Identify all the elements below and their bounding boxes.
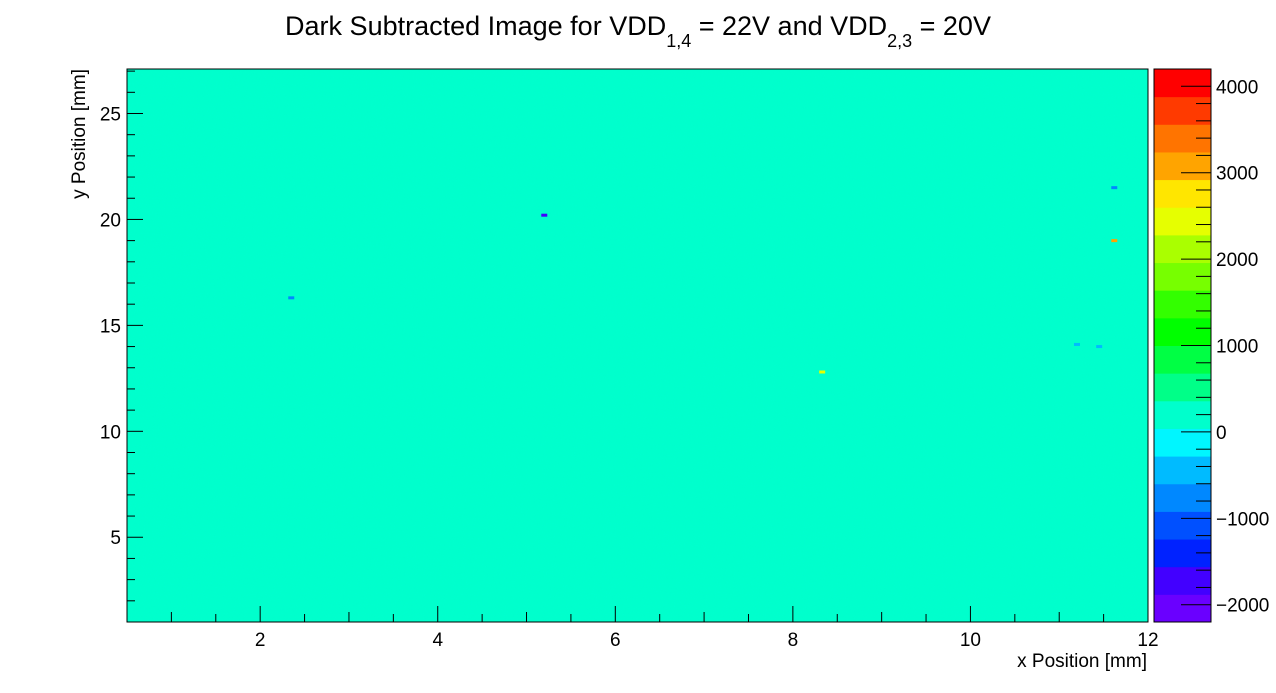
- colorbar-band: [1154, 152, 1211, 180]
- x-tick-label: 2: [255, 630, 266, 651]
- chart-title: Dark Subtracted Image for VDD1,4 = 22V a…: [285, 11, 991, 51]
- x-tick-label: 8: [788, 630, 799, 651]
- colorbar: −2000 −1000 0 1000 2000 3000 4000: [1154, 69, 1269, 623]
- x-tick-label: 12: [1137, 630, 1158, 651]
- hotspot-0: [541, 214, 547, 217]
- colorbar-band: [1154, 290, 1211, 318]
- colorbar-tick-label: −1000: [1216, 509, 1269, 530]
- colorbar-tick-label: −2000: [1216, 596, 1269, 617]
- colorbar-band: [1154, 428, 1211, 456]
- colorbar-tick-label: 2000: [1216, 250, 1258, 271]
- y-tick-label: 20: [100, 210, 121, 231]
- hotspot-2: [819, 370, 825, 373]
- hotspot-5: [1074, 343, 1080, 346]
- hotspot-1: [288, 296, 294, 299]
- colorbar-tick-label: 0: [1216, 423, 1227, 444]
- colorbar-band: [1154, 180, 1211, 208]
- y-axis-label: y Position [mm]: [69, 69, 90, 199]
- colorbar-tick-label: 1000: [1216, 337, 1258, 358]
- y-tick-label: 15: [100, 316, 121, 337]
- colorbar-band: [1154, 456, 1211, 484]
- hotspot-6: [1096, 345, 1102, 348]
- colorbar-band: [1154, 318, 1211, 346]
- colorbar-band: [1154, 346, 1211, 374]
- colorbar-band: [1154, 594, 1211, 622]
- x-tick-label: 10: [960, 630, 981, 651]
- x-tick-label: 4: [432, 630, 443, 651]
- heatmap-noise: [127, 69, 1148, 622]
- hotspot-3: [1111, 186, 1117, 189]
- colorbar-tick-label: 4000: [1216, 77, 1258, 98]
- x-tick-label: 6: [610, 630, 621, 651]
- colorbar-band: [1154, 567, 1211, 595]
- y-tick-label: 10: [100, 422, 121, 443]
- y-tick-label: 5: [110, 528, 121, 549]
- x-axis-label: x Position [mm]: [1017, 651, 1147, 672]
- colorbar-band: [1154, 484, 1211, 512]
- colorbar-band: [1154, 69, 1211, 97]
- colorbar-tick-label: 3000: [1216, 164, 1258, 185]
- y-tick-label: 25: [100, 104, 121, 125]
- hotspot-4: [1111, 239, 1117, 242]
- colorbar-band: [1154, 207, 1211, 235]
- plot-area: [127, 69, 1148, 622]
